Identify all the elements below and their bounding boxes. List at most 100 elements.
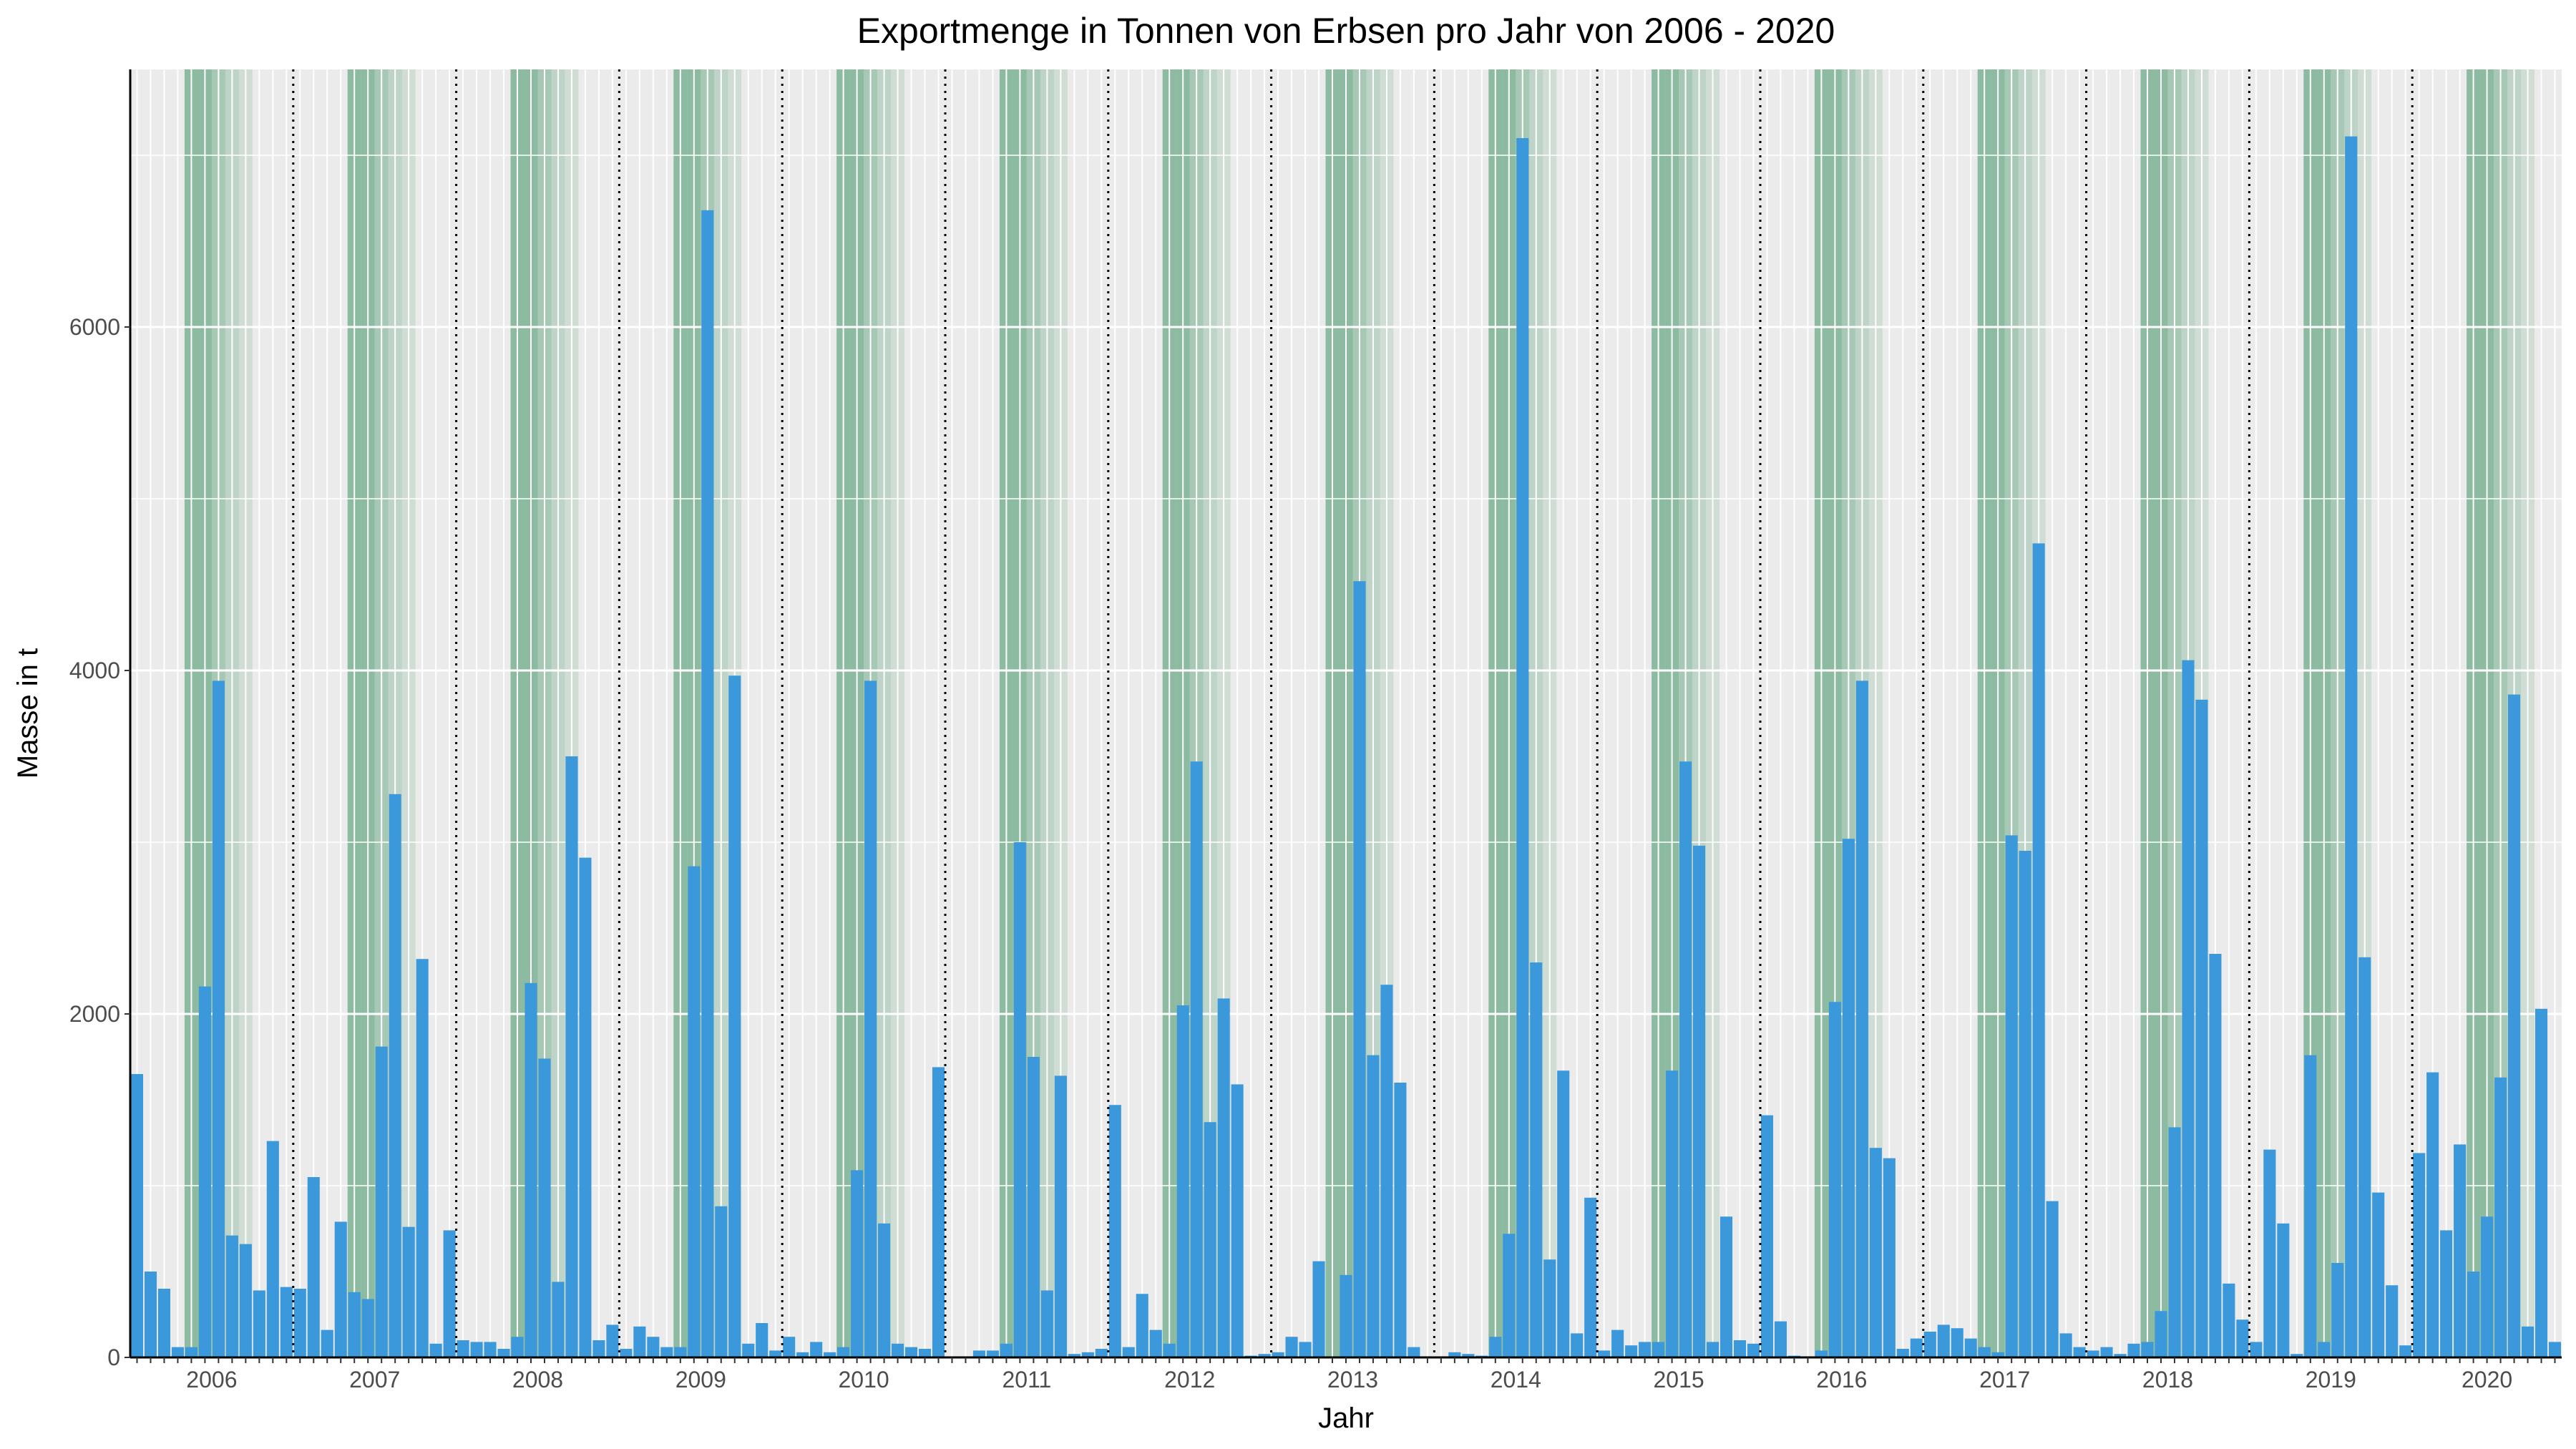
y-tick-label: 4000 xyxy=(69,658,120,683)
bar xyxy=(389,794,401,1357)
bar xyxy=(293,1289,306,1357)
bar xyxy=(824,1352,836,1357)
bar xyxy=(402,1226,415,1357)
bar xyxy=(1855,680,1868,1357)
bar xyxy=(1652,1342,1665,1357)
bars xyxy=(130,136,2562,1358)
y-ticks: 0 2000 4000 6000 xyxy=(69,314,130,1370)
bar xyxy=(606,1324,619,1357)
bar xyxy=(1231,1084,1244,1357)
bar xyxy=(2399,1345,2412,1357)
bar xyxy=(1353,581,1366,1358)
bar xyxy=(932,1067,945,1357)
bar xyxy=(144,1272,157,1357)
bar xyxy=(2073,1347,2086,1357)
bar xyxy=(972,1350,985,1357)
bar xyxy=(851,1170,864,1357)
year-dividers xyxy=(292,69,2414,1357)
bar xyxy=(2454,1144,2467,1357)
bar xyxy=(701,210,714,1357)
bar xyxy=(307,1177,320,1357)
x-tick-label: 2006 xyxy=(186,1367,237,1392)
bar xyxy=(321,1330,333,1357)
bar xyxy=(810,1342,823,1357)
bar xyxy=(198,986,211,1357)
bar xyxy=(1285,1337,1298,1357)
bar xyxy=(878,1223,891,1357)
bar xyxy=(1719,1216,1733,1357)
bar xyxy=(2318,1342,2331,1357)
bar xyxy=(2426,1072,2439,1357)
chart-title: Exportmenge in Tonnen von Erbsen pro Jah… xyxy=(857,11,1835,51)
bar xyxy=(2548,1342,2562,1357)
bar xyxy=(525,982,537,1357)
bar xyxy=(1733,1340,1747,1357)
bar xyxy=(1937,1324,1950,1357)
bar xyxy=(2481,1216,2494,1357)
bar xyxy=(1978,1347,1991,1357)
bar xyxy=(429,1343,442,1357)
x-tick-label: 2014 xyxy=(1491,1367,1541,1392)
bar xyxy=(484,1342,497,1357)
bar xyxy=(769,1350,782,1357)
bar xyxy=(1122,1347,1135,1357)
bar xyxy=(728,675,741,1357)
x-ticks: 2006 2007 2008 2009 2010 2011 2012 2013 2014 2015… xyxy=(136,1357,2556,1392)
bar xyxy=(253,1290,265,1357)
bar xyxy=(742,1343,755,1357)
bar xyxy=(1598,1350,1611,1357)
bar xyxy=(2005,835,2018,1357)
x-tick-label: 2012 xyxy=(1164,1367,1215,1392)
bar xyxy=(1503,1234,1516,1357)
bar xyxy=(1068,1354,1080,1357)
bar xyxy=(511,1337,524,1357)
bar xyxy=(1625,1345,1638,1357)
x-tick-label: 2016 xyxy=(1816,1367,1867,1392)
bar xyxy=(837,1347,850,1357)
bar xyxy=(1407,1347,1420,1357)
bar xyxy=(2059,1333,2072,1357)
bar xyxy=(660,1347,673,1357)
bar xyxy=(2100,1347,2113,1357)
bar xyxy=(348,1292,361,1357)
bar xyxy=(1964,1338,1977,1357)
bar xyxy=(1108,1105,1121,1357)
bar xyxy=(565,756,578,1357)
bar xyxy=(1299,1342,1312,1357)
bar xyxy=(2467,1272,2480,1357)
bar xyxy=(2209,954,2222,1357)
bar xyxy=(1910,1338,1923,1357)
bar xyxy=(1489,1337,1502,1357)
bar xyxy=(647,1337,660,1357)
bar xyxy=(864,680,877,1357)
bar xyxy=(171,1347,184,1357)
bar xyxy=(1312,1261,1325,1357)
bar xyxy=(1693,845,1706,1357)
x-tick-label: 2010 xyxy=(839,1367,889,1392)
x-tick-label: 2015 xyxy=(1653,1367,1704,1392)
bar xyxy=(457,1340,469,1357)
bar xyxy=(2345,136,2358,1358)
bar xyxy=(1136,1294,1148,1357)
bar xyxy=(1923,1332,1936,1357)
bar xyxy=(1991,1352,2004,1357)
bar xyxy=(1707,1342,1719,1357)
bar xyxy=(2032,543,2045,1357)
bar xyxy=(2155,1311,2167,1357)
bar xyxy=(1611,1330,1624,1357)
bar xyxy=(1272,1352,1284,1357)
bar xyxy=(1462,1354,1475,1357)
x-tick-label: 2007 xyxy=(349,1367,400,1392)
bar xyxy=(986,1350,999,1357)
bar xyxy=(1883,1158,1896,1357)
bar xyxy=(1163,1343,1176,1357)
bar xyxy=(1842,839,1855,1357)
bar xyxy=(1217,998,1230,1357)
bar xyxy=(1340,1274,1352,1357)
bar xyxy=(904,1347,918,1357)
bar xyxy=(375,1046,388,1357)
bar xyxy=(579,857,592,1357)
bar xyxy=(2494,1077,2507,1357)
bar xyxy=(2413,1153,2426,1357)
